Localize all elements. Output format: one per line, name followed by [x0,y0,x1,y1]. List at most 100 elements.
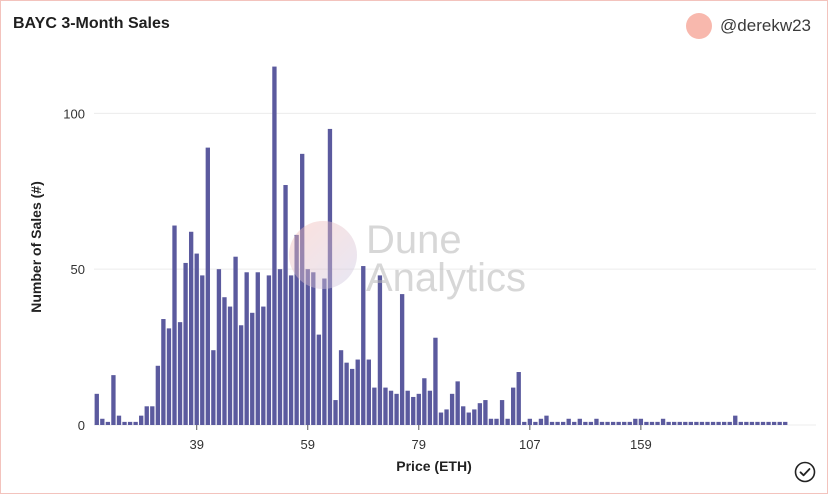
bar[interactable] [250,312,255,425]
bar[interactable] [705,421,710,425]
bar[interactable] [727,421,732,425]
bar[interactable] [372,387,377,425]
bar[interactable] [350,368,355,425]
bar[interactable] [694,421,699,425]
bar[interactable] [238,325,244,425]
bar[interactable] [139,415,144,425]
bar[interactable] [394,393,399,425]
bar[interactable] [333,400,338,425]
bar[interactable] [100,418,105,425]
bar[interactable] [183,262,188,425]
bar[interactable] [122,421,127,425]
bar[interactable] [777,421,782,425]
bar[interactable] [266,275,272,425]
bar[interactable] [505,418,510,425]
bar[interactable] [449,393,455,425]
bar[interactable] [672,421,677,425]
bar[interactable] [338,350,344,425]
bar[interactable] [516,372,521,425]
bar[interactable] [283,185,288,425]
bar[interactable] [211,350,216,425]
bar[interactable] [566,418,571,425]
bar[interactable] [605,421,610,425]
bar[interactable] [649,421,655,425]
bar[interactable] [721,421,727,425]
bar[interactable] [771,421,777,425]
bar[interactable] [488,418,494,425]
bar[interactable] [755,421,760,425]
bar[interactable] [416,393,421,425]
bar[interactable] [627,421,632,425]
bar[interactable] [150,406,155,425]
bar[interactable] [227,306,233,425]
bar[interactable] [311,272,316,425]
bar[interactable] [322,278,327,425]
bar[interactable] [738,421,743,425]
bar[interactable] [455,381,460,425]
bar[interactable] [666,421,671,425]
bar[interactable] [638,418,644,425]
bar[interactable] [377,275,383,425]
bar[interactable] [200,275,205,425]
bar[interactable] [594,418,599,425]
bar[interactable] [288,275,294,425]
bar[interactable] [677,421,682,425]
bar[interactable] [527,418,532,425]
bar[interactable] [760,421,766,425]
bar[interactable] [477,403,483,425]
bar[interactable] [538,418,544,425]
bar[interactable] [205,147,210,425]
bar[interactable] [361,266,366,425]
bar[interactable] [749,421,755,425]
bar[interactable] [216,269,222,425]
bar[interactable] [244,272,249,425]
bar[interactable] [466,412,471,425]
bar[interactable] [633,418,638,425]
bar[interactable] [766,421,771,425]
bar[interactable] [194,253,199,425]
bar[interactable] [688,421,693,425]
bar[interactable] [272,66,277,425]
bar[interactable] [599,421,605,425]
bar[interactable] [710,421,716,425]
bar[interactable] [733,415,738,425]
bar[interactable] [644,421,649,425]
bar[interactable] [533,421,538,425]
bar[interactable] [172,225,177,425]
bar[interactable] [683,421,688,425]
bar[interactable] [255,272,260,425]
bar[interactable] [94,393,99,425]
bar[interactable] [555,421,560,425]
bar[interactable] [472,409,477,425]
bar[interactable] [161,319,166,425]
bar[interactable] [166,328,172,425]
bar[interactable] [222,297,227,425]
bar[interactable] [133,421,138,425]
bar[interactable] [388,390,394,425]
bar[interactable] [610,421,616,425]
bar[interactable] [499,400,505,425]
bar[interactable] [483,400,488,425]
bar[interactable] [277,269,283,425]
bar[interactable] [111,375,116,425]
bar[interactable] [127,421,133,425]
bar[interactable] [544,415,549,425]
bar[interactable] [655,421,660,425]
check-circle-icon[interactable] [794,461,816,483]
bar[interactable] [177,322,183,425]
bar[interactable] [438,412,444,425]
bar[interactable] [261,306,266,425]
bar[interactable] [549,421,555,425]
bar[interactable] [622,421,627,425]
bar[interactable] [294,234,299,425]
bar[interactable] [616,421,621,425]
bar[interactable] [366,359,371,425]
bar[interactable] [660,418,666,425]
bar[interactable] [399,294,405,425]
bar[interactable] [383,387,388,425]
bar[interactable] [577,418,582,425]
bar[interactable] [355,359,360,425]
bar[interactable] [783,421,788,425]
bar[interactable] [461,406,466,425]
bar[interactable] [560,421,566,425]
